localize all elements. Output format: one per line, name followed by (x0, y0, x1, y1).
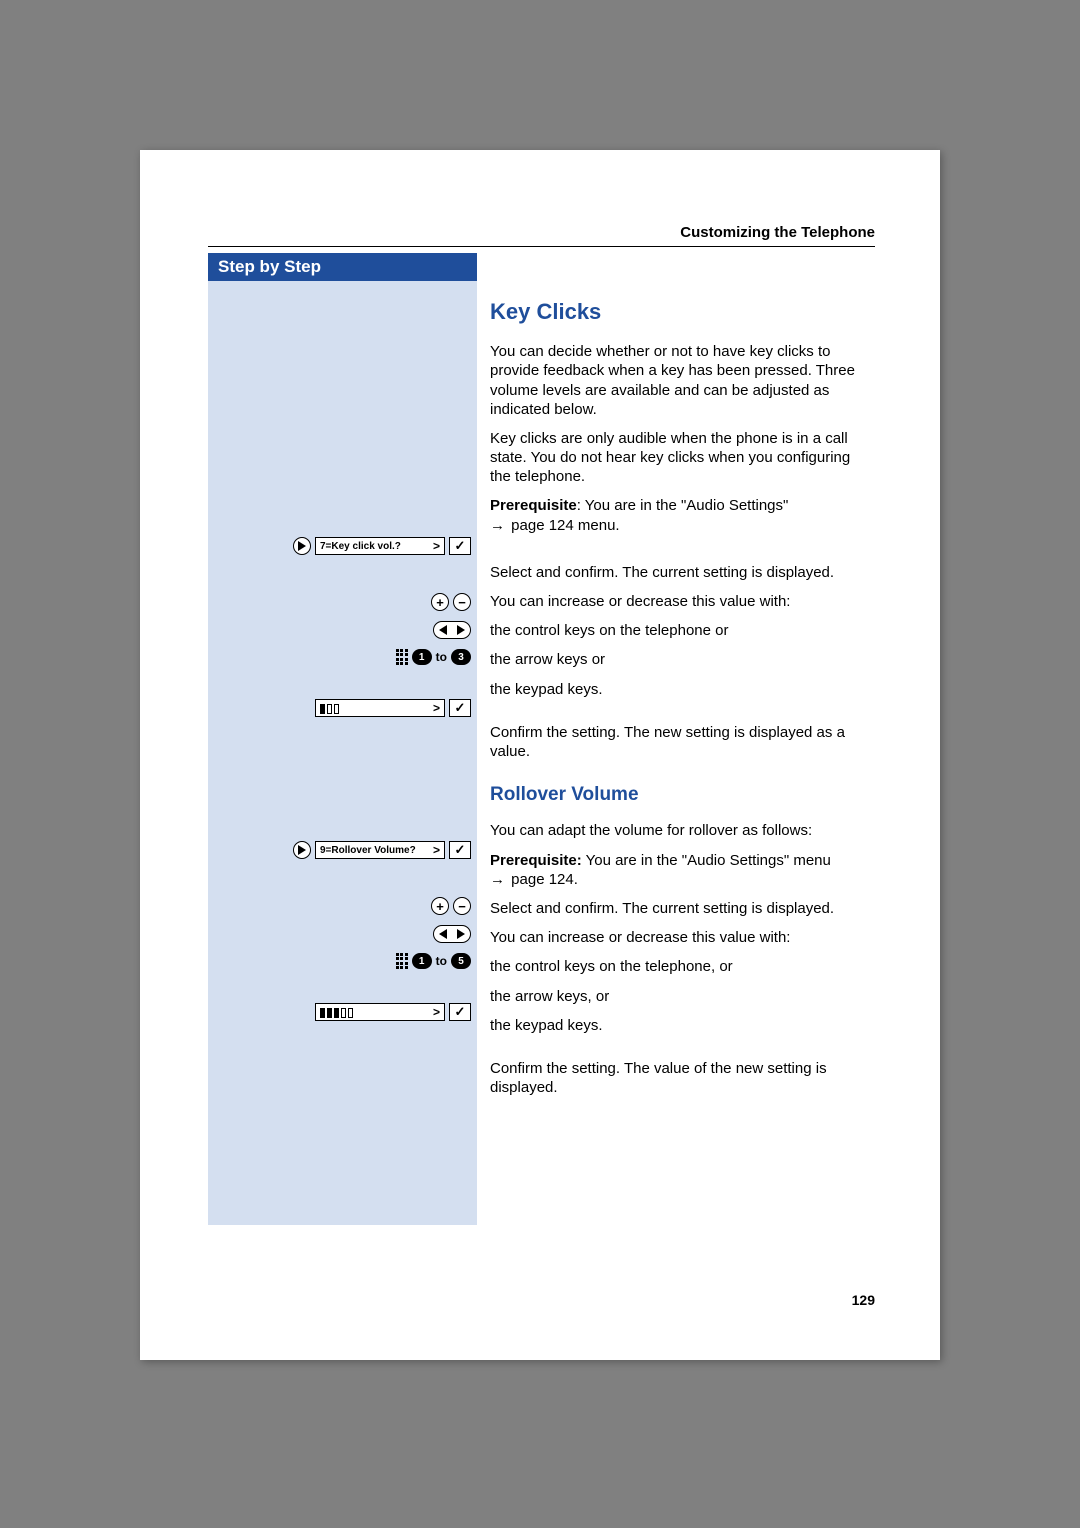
left-column: 7=Key click vol.? > 1 to 3 (208, 281, 477, 1225)
to-label: to (436, 954, 447, 968)
to-label: to (436, 650, 447, 664)
kc-confirm: Confirm the setting. The new setting is … (490, 723, 875, 761)
confirm-key-icon (449, 1003, 471, 1021)
row-rollover-confirm: > (315, 1001, 471, 1023)
prereq-text: : You are in the "Audio Settings" (577, 497, 789, 514)
kc-incdec: You can increase or decrease this value … (490, 592, 875, 611)
level-bars-icon (320, 702, 339, 714)
keypad-icon (396, 953, 408, 969)
chevron-right-icon: > (433, 701, 440, 715)
key-from: 1 (412, 649, 432, 665)
section-header: Customizing the Telephone (680, 224, 875, 241)
display-text: 7=Key click vol.? (320, 541, 401, 552)
display-level: > (315, 699, 445, 717)
arrow-icon (490, 871, 507, 888)
keypad-icon (396, 649, 408, 665)
chevron-right-icon: > (433, 843, 440, 857)
kc-arrow-keys: the arrow keys or (490, 650, 875, 669)
display-text: 9=Rollover Volume? (320, 845, 416, 856)
display-keyclick: 7=Key click vol.? > (315, 537, 445, 555)
kc-ctrl-keys: the control keys on the telephone or (490, 621, 875, 640)
rv-prereq: Prerequisite: You are in the "Audio Sett… (490, 851, 875, 889)
minus-key-icon (453, 593, 471, 611)
arrow-icon (490, 517, 507, 534)
content-column: Key Clicks You can decide whether or not… (490, 290, 875, 1107)
arrow-keys-icon (433, 925, 471, 943)
kc-select-confirm: Select and confirm. The current setting … (490, 563, 875, 582)
chevron-right-icon: > (433, 539, 440, 553)
key-to: 5 (451, 953, 471, 969)
plus-key-icon (431, 897, 449, 915)
prereq-page: page 124. (511, 871, 578, 888)
prereq-label: Prerequisite: (490, 852, 582, 869)
rv-select-confirm: Select and confirm. The current setting … (490, 899, 875, 918)
confirm-key-icon (449, 537, 471, 555)
kc-para-1: You can decide whether or not to have ke… (490, 342, 875, 419)
display-level: > (315, 1003, 445, 1021)
prereq-page: page 124 menu. (511, 517, 619, 534)
rv-incdec: You can increase or decrease this value … (490, 928, 875, 947)
heading-rollover: Rollover Volume (490, 783, 875, 807)
kc-para-2: Key clicks are only audible when the pho… (490, 429, 875, 487)
rv-para-1: You can adapt the volume for rollover as… (490, 821, 875, 840)
page-number: 129 (852, 1292, 875, 1308)
row-plus-minus (431, 591, 471, 613)
row-keypad-range-kc: 1 to 3 (396, 646, 471, 668)
arrow-keys-icon (433, 621, 471, 639)
row-plus-minus (431, 895, 471, 917)
nav-icon (293, 841, 311, 859)
key-to: 3 (451, 649, 471, 665)
row-keyclick-select: 7=Key click vol.? > (293, 535, 471, 557)
prereq-text: You are in the "Audio Settings" menu (582, 852, 831, 869)
row-keypad-range-rv: 1 to 5 (396, 950, 471, 972)
confirm-key-icon (449, 699, 471, 717)
document-page: Customizing the Telephone Step by Step 7… (140, 150, 940, 1360)
chevron-right-icon: > (433, 1005, 440, 1019)
kc-prereq: Prerequisite: You are in the "Audio Sett… (490, 496, 875, 534)
minus-key-icon (453, 897, 471, 915)
header-rule (208, 246, 875, 247)
kc-keypad-keys: the keypad keys. (490, 680, 875, 699)
display-rollover: 9=Rollover Volume? > (315, 841, 445, 859)
row-keyclick-confirm: > (315, 697, 471, 719)
row-arrow-keys (433, 923, 471, 945)
plus-key-icon (431, 593, 449, 611)
row-rollover-select: 9=Rollover Volume? > (293, 839, 471, 861)
confirm-key-icon (449, 841, 471, 859)
level-bars-icon (320, 1006, 353, 1018)
nav-icon (293, 537, 311, 555)
rv-confirm: Confirm the setting. The value of the ne… (490, 1059, 875, 1097)
row-arrow-keys (433, 619, 471, 641)
rv-keypad-keys: the keypad keys. (490, 1016, 875, 1035)
key-from: 1 (412, 953, 432, 969)
rv-arrow-keys: the arrow keys, or (490, 987, 875, 1006)
step-by-step-header: Step by Step (208, 253, 477, 281)
rv-ctrl-keys: the control keys on the telephone, or (490, 957, 875, 976)
prereq-label: Prerequisite (490, 497, 577, 514)
heading-key-clicks: Key Clicks (490, 298, 875, 326)
